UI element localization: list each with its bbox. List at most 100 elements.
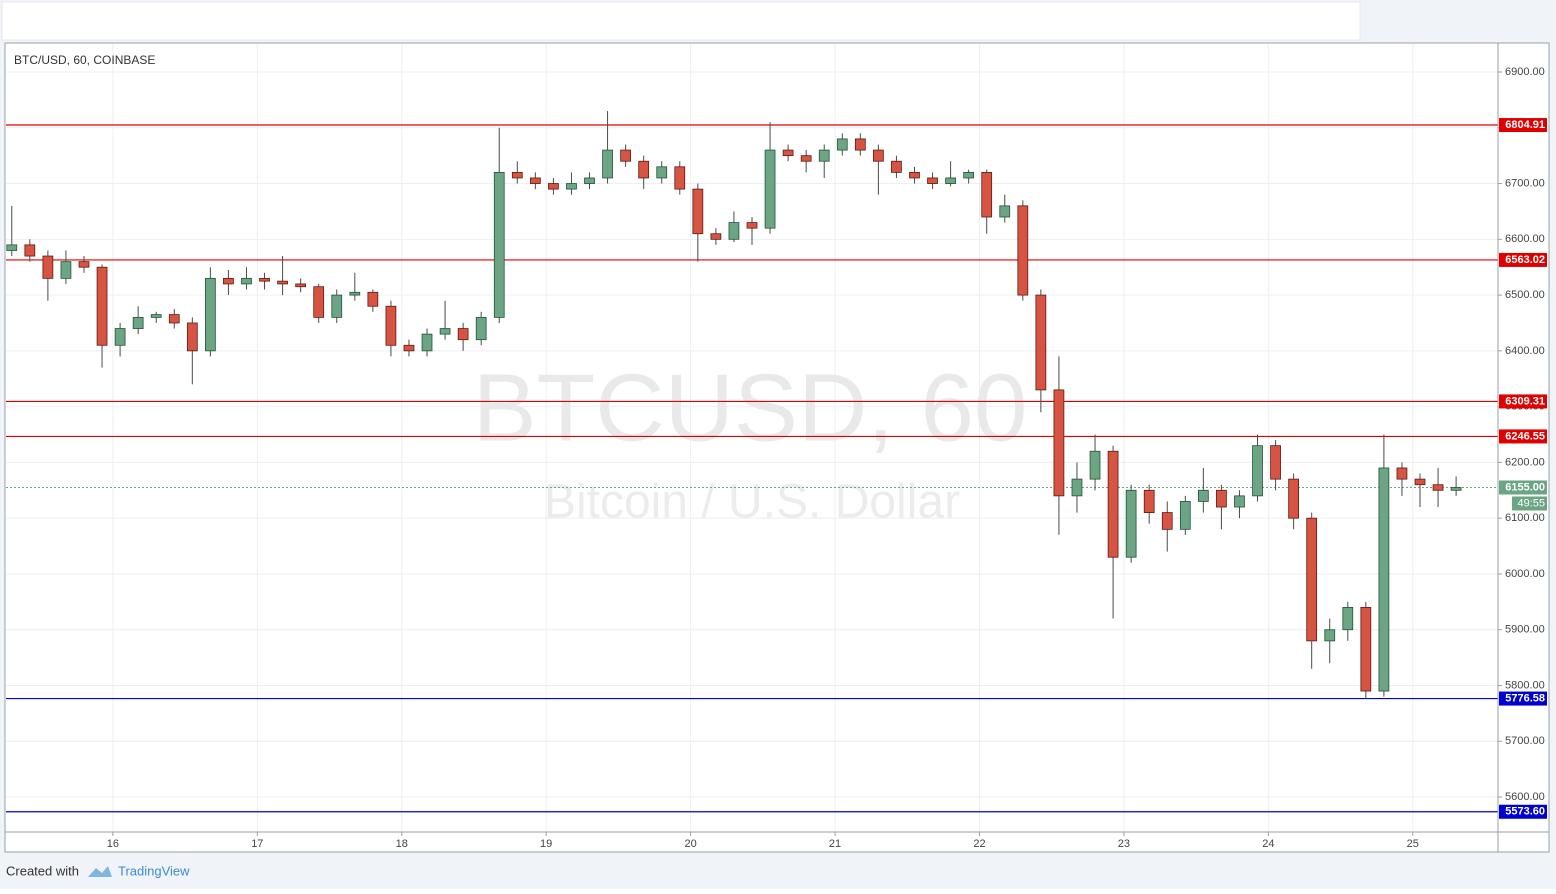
watermark: BTCUSD, 60: [473, 354, 1028, 461]
logo-shape: [88, 866, 112, 877]
price-tag: [1499, 691, 1547, 706]
candle-body: [205, 277, 216, 352]
footer-text: Created with: [6, 863, 79, 878]
axes: 5600.00 5700.00 5800.00 5900.00 6000.00 6100.…: [107, 66, 1547, 850]
candle-body: [638, 160, 650, 179]
candle-body: [1125, 489, 1137, 558]
candle-body: [674, 166, 686, 190]
candle-body: [548, 183, 559, 190]
candle-body: [692, 188, 704, 235]
x-tick-label: 17: [251, 838, 263, 850]
price-tag: [1499, 429, 1547, 444]
x-tick-label: 21: [829, 838, 841, 850]
candle-body: [6, 244, 18, 251]
candle-body: [873, 149, 884, 162]
candle-body: [1161, 512, 1173, 530]
candle-body: [1324, 629, 1336, 642]
x-tick-label: 25: [1407, 838, 1419, 850]
candle-body: [1414, 478, 1426, 486]
candle-body: [602, 149, 613, 179]
candle-body: [1396, 467, 1408, 480]
candle-body: [168, 314, 180, 324]
candle-body: [439, 328, 451, 335]
candle-body: [909, 171, 920, 179]
levels: [6, 124, 1498, 813]
top-bar: [1, 1, 1361, 41]
candle-body: [1179, 501, 1191, 530]
candle-body: [656, 166, 668, 179]
candle-body: [1197, 489, 1209, 502]
candle-body: [854, 138, 866, 151]
y-tick-label: 6000.00: [1505, 568, 1545, 580]
candle-body: [1450, 487, 1462, 491]
y-tick-label: 5900.00: [1505, 624, 1545, 636]
candle-body: [60, 261, 72, 279]
candle-body: [1216, 489, 1227, 508]
price-tag: [1499, 804, 1547, 819]
candle-body: [800, 155, 812, 162]
y-tick-label: 6400.00: [1505, 345, 1545, 357]
candle-body: [42, 255, 54, 279]
candle-body: [999, 205, 1011, 218]
candle-body: [818, 149, 830, 162]
price-tag-label: 6246.55: [1505, 430, 1545, 442]
price-tag-label: 6804.91: [1505, 119, 1545, 131]
candle-body: [1089, 450, 1101, 480]
candle-body: [1288, 478, 1299, 519]
candle-body: [1143, 489, 1155, 513]
y-tick-label: 6600.00: [1505, 233, 1545, 245]
candle-body: [385, 305, 397, 346]
grid: [6, 44, 1498, 832]
candle-body: [728, 222, 740, 240]
candles: [6, 111, 1462, 699]
footer-brand[interactable]: TradingView: [118, 863, 190, 878]
candle-body: [963, 171, 975, 179]
candle-body: [710, 233, 722, 240]
x-tick-label: 23: [1118, 838, 1130, 850]
candle-body: [1252, 445, 1263, 497]
countdown-tag: [1512, 496, 1547, 511]
candle-body: [331, 294, 343, 318]
y-tick-label: 6700.00: [1505, 177, 1545, 189]
x-tick-label: 20: [684, 838, 696, 850]
price-tag-label: 6563.02: [1505, 254, 1545, 266]
candle-body: [620, 149, 631, 162]
candle-body: [1378, 467, 1390, 692]
candle-body: [836, 138, 848, 151]
candle-body: [1053, 389, 1065, 497]
candle-body: [457, 328, 469, 341]
price-tag-label: 5776.58: [1505, 692, 1545, 704]
candle-body: [421, 333, 433, 352]
candle-body: [566, 183, 577, 190]
price-tag: [1499, 394, 1547, 409]
y-tick-label: 5700.00: [1505, 735, 1545, 747]
price-tag: [1499, 252, 1547, 267]
countdown: 49:55: [1517, 497, 1545, 509]
candle-body: [313, 286, 325, 318]
candle-body: [295, 283, 307, 288]
candle-body: [493, 171, 505, 318]
price-tag: [1499, 118, 1547, 133]
candle-body: [403, 344, 415, 352]
candle-body: [1306, 517, 1318, 642]
candle-body: [277, 280, 288, 285]
candle-body: [241, 277, 252, 285]
candle-body: [746, 222, 758, 229]
chart-title: BTC/USD, 60, COINBASE: [14, 53, 155, 67]
price-tag-label: 6309.31: [1505, 395, 1545, 407]
candle-body: [511, 171, 523, 179]
candle-body: [1035, 294, 1047, 391]
candle-body: [584, 177, 595, 184]
candle-body: [150, 314, 162, 318]
candle-body: [475, 316, 487, 341]
price-tag-label: 5573.60: [1505, 806, 1545, 818]
candle-body: [891, 160, 902, 173]
candle-body: [349, 291, 361, 296]
x-tick-label: 24: [1262, 838, 1274, 850]
candle-body: [186, 322, 198, 352]
candle-body: [764, 149, 776, 229]
candle-body: [132, 316, 144, 329]
candle-body: [1432, 484, 1444, 491]
x-tick-label: 16: [107, 838, 119, 850]
